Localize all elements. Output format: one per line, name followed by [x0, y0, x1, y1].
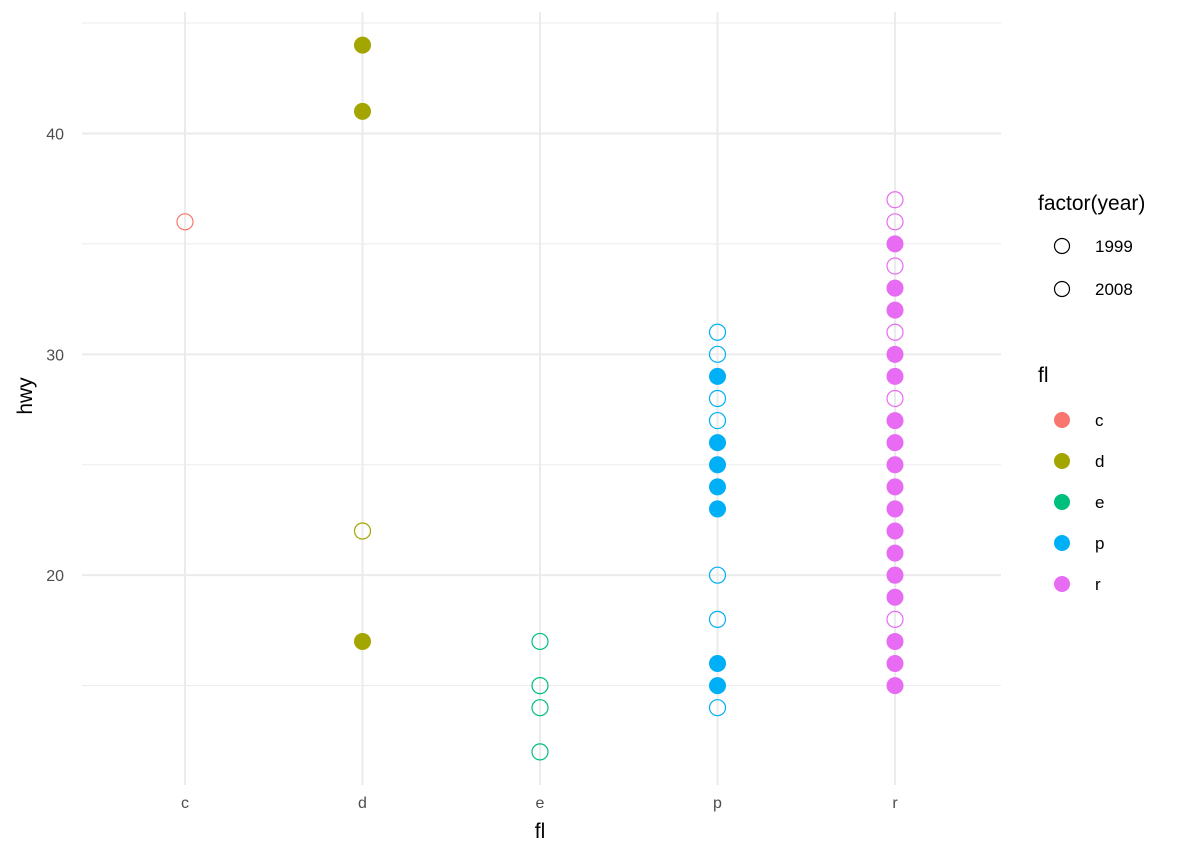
legend-year-key [1053, 237, 1071, 255]
legend-year-key [1053, 280, 1071, 298]
y-tick-label: 20 [46, 568, 64, 585]
x-tick-label: e [536, 795, 545, 812]
data-point [886, 677, 904, 695]
grid [82, 12, 1001, 785]
legend-fl-label: c [1095, 411, 1104, 430]
data-point [353, 522, 372, 540]
data-point [886, 544, 904, 562]
data-point [709, 677, 726, 695]
data-point [886, 345, 904, 363]
data-point [531, 632, 549, 651]
data-point [531, 743, 549, 761]
data-point [709, 478, 726, 496]
data-point [886, 655, 904, 673]
legend-fl-key [1054, 412, 1070, 428]
data-point [886, 279, 904, 297]
data-point [886, 478, 904, 496]
data-point [354, 632, 371, 650]
points [176, 36, 904, 761]
data-point [354, 36, 371, 54]
data-point [531, 677, 549, 695]
legend-fl-label: r [1095, 575, 1101, 594]
legend-fl-label: d [1095, 452, 1104, 471]
data-point [708, 610, 727, 628]
legend-year-label: 2008 [1095, 280, 1133, 299]
data-point [886, 610, 904, 628]
data-point [886, 566, 904, 584]
data-point [708, 566, 727, 584]
legend-fl-key [1054, 453, 1070, 469]
y-tick-label: 30 [46, 347, 64, 364]
legend-fl-label: e [1095, 493, 1104, 512]
data-point [709, 367, 726, 385]
data-point [708, 699, 727, 717]
data-point [886, 235, 904, 253]
x-tick-label: p [713, 795, 722, 812]
data-point [886, 588, 904, 606]
data-point [886, 191, 904, 209]
x-tick-label: r [892, 795, 898, 812]
data-point [886, 456, 904, 474]
y-axis-title: hwy [14, 377, 37, 415]
data-point [886, 500, 904, 518]
tick-labels: 20 30 40 c d e p r [46, 126, 898, 812]
data-point [709, 500, 726, 518]
data-point [709, 655, 726, 673]
data-point [886, 367, 904, 385]
data-point [708, 345, 727, 363]
legend-year-title: factor(year) [1038, 192, 1145, 215]
legend-fl-title: fl [1038, 364, 1049, 387]
data-point [886, 301, 904, 319]
legend-fl-key [1054, 494, 1070, 510]
x-tick-label: c [181, 795, 189, 812]
data-point [886, 522, 904, 540]
data-point [886, 323, 904, 341]
data-point [886, 213, 904, 231]
data-point [709, 456, 726, 474]
legend-year: factor(year) 1999 2008 [1038, 192, 1145, 299]
data-point [886, 632, 904, 650]
data-point [709, 434, 726, 452]
data-point [886, 434, 904, 452]
data-point [708, 389, 727, 408]
legend-fl: fl c d e p r [1038, 364, 1104, 594]
data-point [531, 699, 549, 717]
x-tick-label: d [358, 795, 367, 812]
legend-year-label: 1999 [1095, 237, 1133, 256]
data-point [886, 389, 904, 408]
legend-fl-key [1054, 535, 1070, 551]
legend-fl-key [1054, 576, 1070, 592]
data-point [176, 213, 194, 231]
data-point [354, 102, 371, 120]
data-point [886, 412, 904, 430]
data-point [708, 411, 727, 430]
legend-fl-label: p [1095, 534, 1104, 553]
x-axis-title: fl [535, 820, 546, 843]
data-point [886, 257, 904, 275]
data-point [708, 323, 727, 341]
y-tick-label: 40 [46, 126, 64, 143]
